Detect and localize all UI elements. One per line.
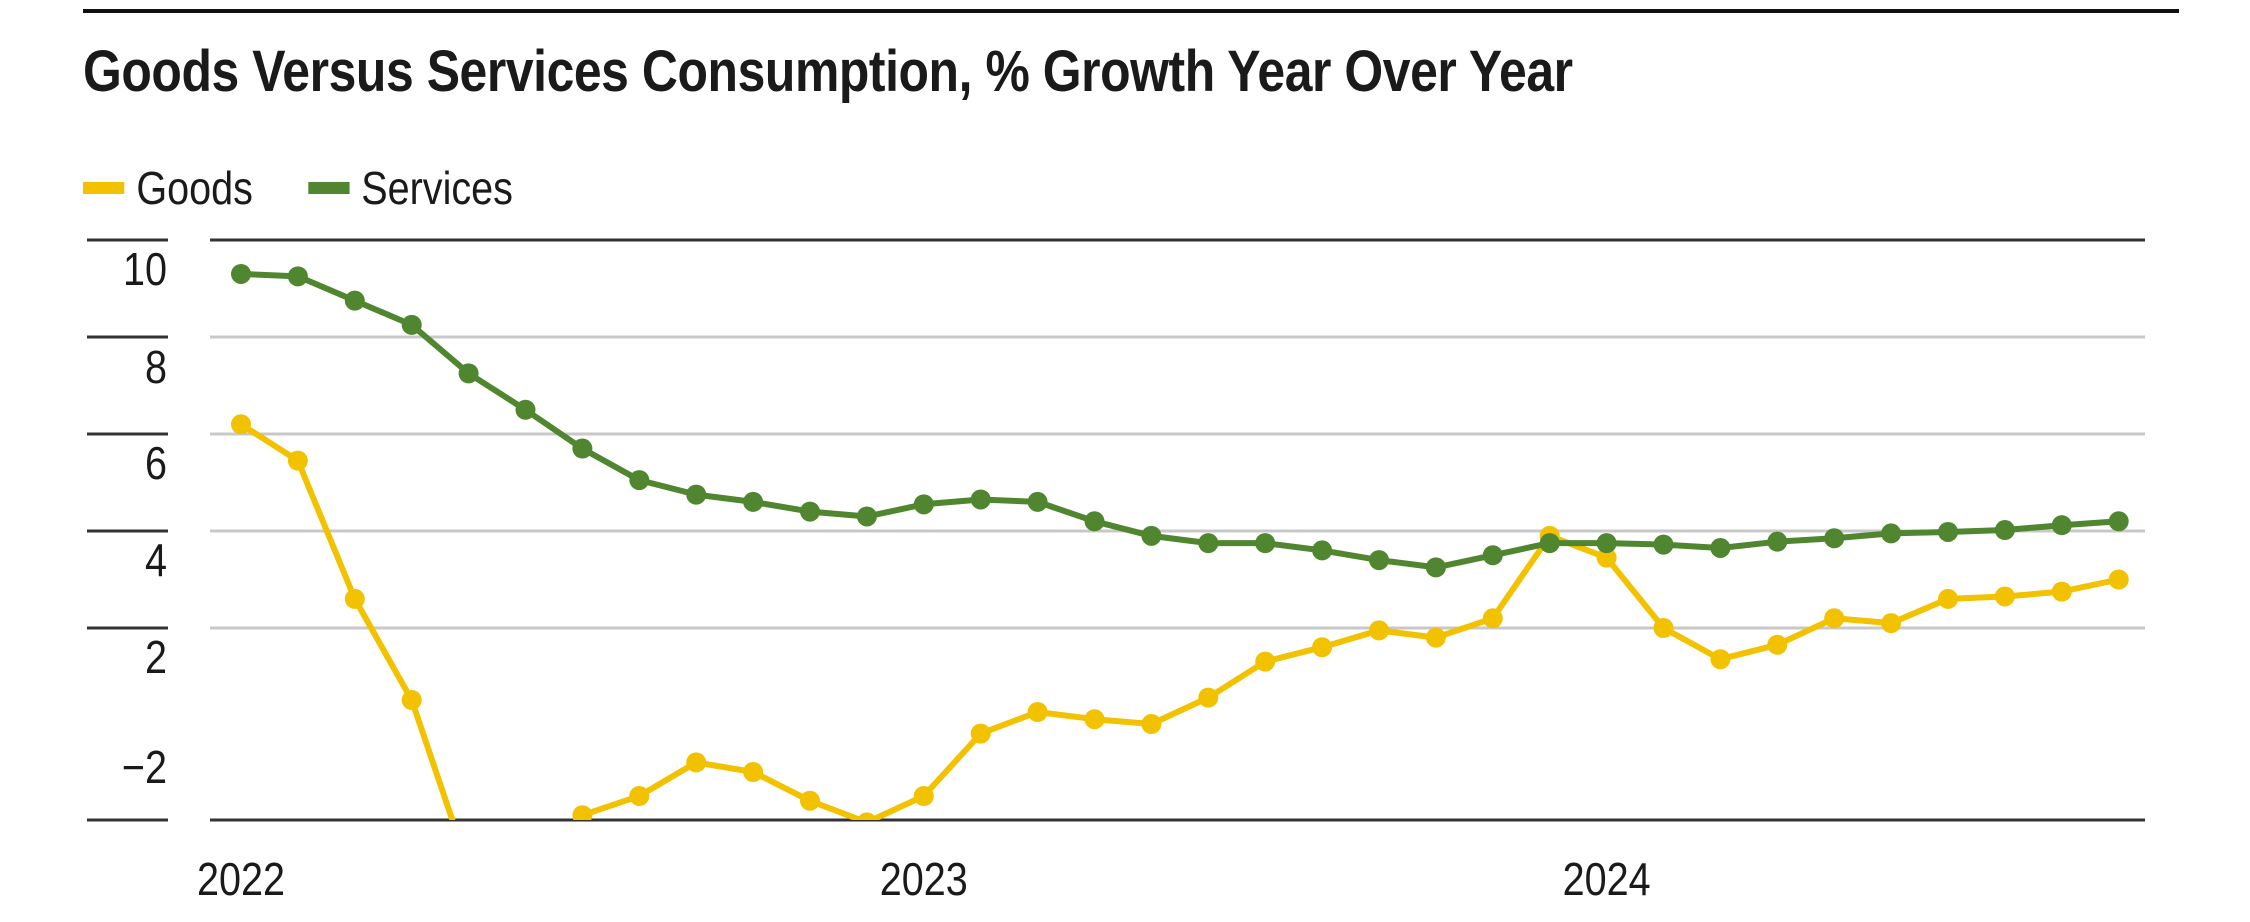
data-point-services xyxy=(1710,537,1731,558)
data-point-services xyxy=(800,501,820,522)
data-point-services xyxy=(401,314,422,335)
data-point-services xyxy=(1653,534,1674,555)
data-point-services xyxy=(572,438,593,459)
series-layer xyxy=(231,263,2129,878)
data-point-goods xyxy=(287,450,308,471)
y-tick-label: −2 xyxy=(122,742,167,793)
data-point-goods xyxy=(1767,634,1788,655)
data-point-goods xyxy=(800,790,820,811)
data-point-goods xyxy=(1824,608,1845,629)
series-services xyxy=(231,263,2129,578)
data-point-services xyxy=(458,363,479,384)
legend-item-services: Services xyxy=(307,161,513,215)
data-point-goods xyxy=(1596,547,1617,568)
data-point-services xyxy=(743,491,764,512)
data-point-services xyxy=(287,266,308,287)
data-point-goods xyxy=(1938,588,1958,609)
x-axis-ticks: 2022 2023 2024 xyxy=(197,854,1651,905)
data-point-services xyxy=(1425,557,1446,578)
data-point-goods xyxy=(516,858,536,878)
legend-item-goods: Goods xyxy=(83,161,253,215)
data-point-services xyxy=(344,290,365,311)
data-point-services xyxy=(1767,531,1788,552)
data-point-services xyxy=(1027,491,1048,512)
y-tick-label: 10 xyxy=(123,244,167,295)
data-point-services xyxy=(1824,528,1845,549)
data-point-goods xyxy=(857,812,877,820)
legend: Goods Services xyxy=(83,158,568,218)
data-point-goods xyxy=(459,858,479,878)
data-point-goods xyxy=(1255,651,1276,672)
data-point-services xyxy=(2051,515,2072,536)
data-point-services xyxy=(629,470,650,491)
data-point-goods xyxy=(2108,569,2129,590)
data-point-services xyxy=(1994,520,2015,541)
gridlines xyxy=(210,238,2145,822)
data-point-services xyxy=(913,494,934,515)
y-axis-ticks: 10 8 6 4 2 −2 xyxy=(87,238,168,822)
data-point-goods xyxy=(1198,687,1219,708)
x-tick-label: 2022 xyxy=(197,854,285,905)
data-point-goods xyxy=(743,762,764,782)
data-point-services xyxy=(1255,533,1276,554)
data-point-goods xyxy=(970,723,991,744)
y-tick-label: 6 xyxy=(145,438,167,489)
data-point-goods xyxy=(1710,649,1731,670)
data-point-goods xyxy=(1482,608,1503,629)
data-point-services xyxy=(1881,523,1902,544)
data-point-goods xyxy=(1141,714,1162,734)
legend-label-goods: Goods xyxy=(136,162,253,214)
series-line-goods xyxy=(239,421,2120,820)
data-point-services xyxy=(1141,525,1162,546)
data-point-services xyxy=(1198,533,1219,554)
data-point-services xyxy=(1938,521,1958,542)
series-line-services xyxy=(240,270,2119,571)
y-tick-label: 2 xyxy=(145,632,167,683)
data-point-goods xyxy=(1653,618,1674,638)
data-point-goods xyxy=(344,588,365,609)
data-point-services xyxy=(1312,540,1333,561)
data-point-goods xyxy=(1084,709,1105,730)
series-goods xyxy=(231,414,2129,878)
y-tick-label: 8 xyxy=(145,342,167,393)
data-point-services xyxy=(1482,545,1503,566)
top-rule xyxy=(83,9,2179,13)
data-point-goods xyxy=(1994,586,2015,607)
data-point-goods xyxy=(1881,613,1902,634)
x-tick-label: 2023 xyxy=(880,854,968,905)
data-point-goods xyxy=(401,690,422,710)
data-point-services xyxy=(856,506,877,527)
data-point-services xyxy=(1596,533,1617,554)
data-point-services xyxy=(1369,550,1389,571)
data-point-services xyxy=(231,263,251,284)
data-point-goods xyxy=(1425,627,1446,648)
data-point-services xyxy=(970,489,991,510)
data-point-goods xyxy=(1027,702,1048,722)
data-point-services xyxy=(1539,533,1560,554)
data-point-services xyxy=(1084,511,1105,532)
data-point-goods xyxy=(231,414,251,435)
data-point-goods xyxy=(1369,620,1389,641)
data-point-goods xyxy=(572,805,593,820)
legend-label-services: Services xyxy=(361,162,513,214)
y-tick-label: 4 xyxy=(145,535,167,586)
data-point-services xyxy=(515,399,536,420)
data-point-goods xyxy=(1312,637,1333,658)
data-point-goods xyxy=(629,786,650,806)
data-point-goods xyxy=(2051,581,2072,602)
x-tick-label: 2024 xyxy=(1563,854,1651,905)
data-point-services xyxy=(686,484,707,505)
data-point-goods xyxy=(913,786,934,806)
data-point-services xyxy=(2108,511,2129,532)
legend-swatch-goods xyxy=(83,182,125,194)
data-point-goods xyxy=(686,752,707,773)
legend-swatch-services xyxy=(307,182,350,194)
chart-title: Goods Versus Services Consumption, % Gro… xyxy=(83,39,1573,104)
